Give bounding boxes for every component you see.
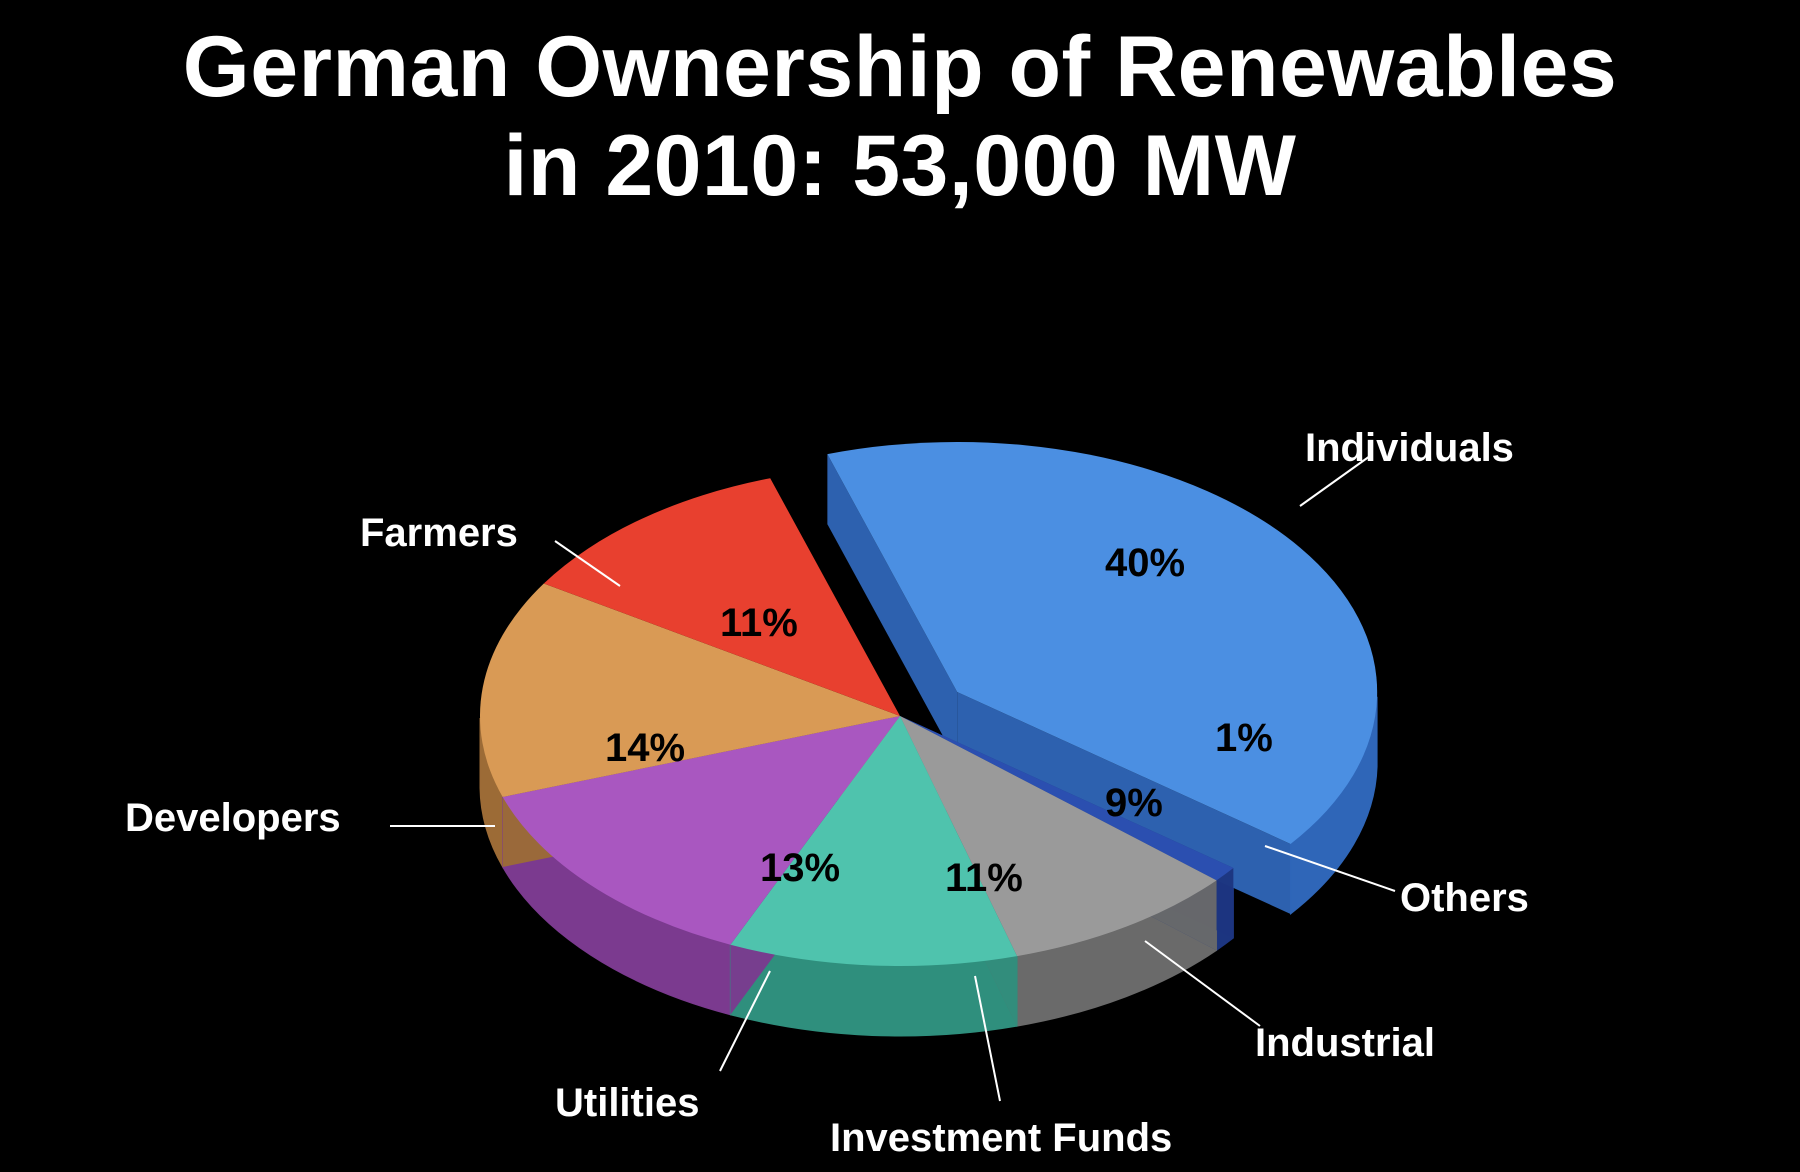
slice-label: Industrial xyxy=(1255,1021,1435,1066)
pie-chart: Individuals Others Industrial Investment Fu… xyxy=(0,216,1800,1166)
slice-label: Individuals xyxy=(1305,426,1514,471)
slice-percent: 9% xyxy=(1105,781,1163,826)
slice-percent: 13% xyxy=(760,846,840,891)
slice-label: Farmers xyxy=(360,511,518,556)
slice-percent: 11% xyxy=(945,856,1023,901)
slice-percent: 40% xyxy=(1105,541,1185,586)
slice-percent: 1% xyxy=(1215,716,1273,761)
pie-svg xyxy=(0,216,1800,1166)
title-line-2: in 2010: 53,000 MW xyxy=(0,117,1800,216)
slice-label: Utilities xyxy=(555,1081,699,1126)
slice-label: Investment Funds xyxy=(830,1116,1172,1161)
title-line-1: German Ownership of Renewables xyxy=(0,18,1800,117)
chart-title: German Ownership of Renewables in 2010: … xyxy=(0,0,1800,216)
slice-percent: 11% xyxy=(720,601,798,646)
slice-percent: 14% xyxy=(605,726,685,771)
slice-label: Others xyxy=(1400,876,1529,921)
slice-label: Developers xyxy=(125,796,341,841)
